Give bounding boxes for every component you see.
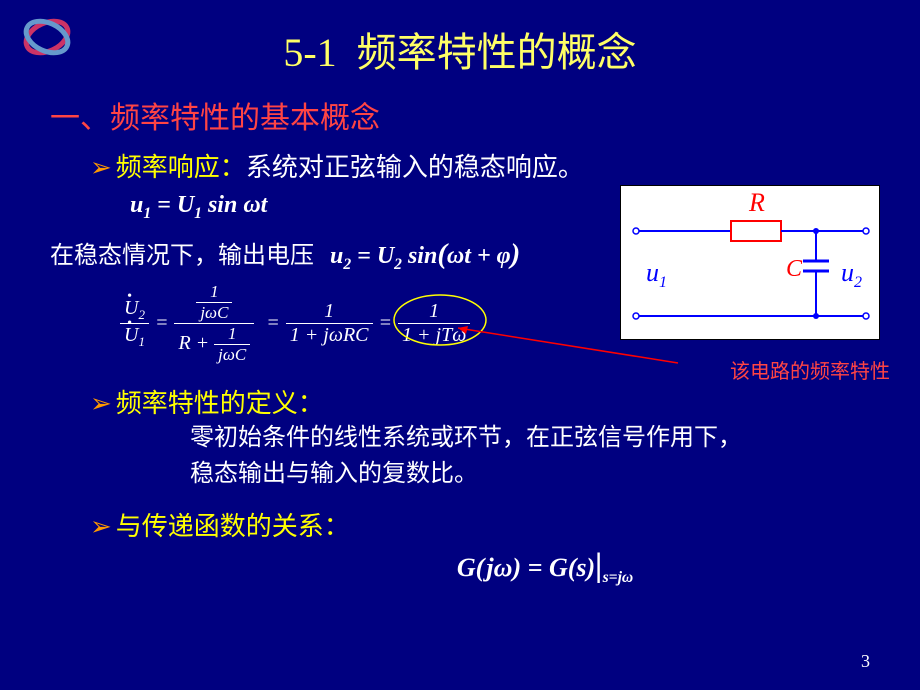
page-number: 3 (861, 651, 870, 672)
title-text: 频率特性的概念 (357, 30, 637, 75)
bullet-arrow-icon: ➢ (90, 153, 112, 182)
def-line1: 零初始条件的线性系统或环节，在正弦信号作用下， (190, 420, 880, 456)
u1-label: u1 (646, 258, 667, 291)
formula-transfer: G( jω) = G(s)|s=jω (210, 547, 880, 587)
circuit-diagram: R C u1 u2 (620, 185, 880, 340)
bullet-arrow-icon: ➢ (90, 389, 112, 418)
R-label: R (748, 188, 765, 217)
bullet1-desc: 系统对正弦输入的稳态响应。 (246, 153, 584, 182)
bullet-arrow-icon: ➢ (90, 512, 112, 541)
section-heading: 一、频率特性的基本概念 (50, 93, 880, 137)
bullet3-label: 与传递函数的关系： (116, 512, 350, 541)
annotation-arrow (458, 318, 718, 368)
section-prefix: 一、 (50, 102, 110, 135)
bullet-transfer: ➢与传递函数的关系： (90, 506, 880, 543)
formula-output: u2 = U2 sin(ωt + φ) (330, 243, 520, 269)
section-text: 频率特性的基本概念 (110, 102, 380, 135)
bullet-frequency-response: ➢频率响应：系统对正弦输入的稳态响应。 (90, 147, 880, 184)
bullet1-label: 频率响应： (116, 153, 246, 182)
C-label: C (786, 256, 803, 282)
steady-prefix: 在稳态情况下，输出电压 (50, 243, 314, 269)
logo (20, 10, 75, 65)
definition-text: 零初始条件的线性系统或环节，在正弦信号作用下， 稳态输出与输入的复数比。 (190, 420, 880, 492)
annotation-text: 该电路的频率特性 (730, 355, 890, 384)
slide-title: 5-1 频率特性的概念 (0, 0, 920, 78)
bullet2-label: 频率特性的定义： (116, 389, 324, 418)
title-number: 5-1 (283, 30, 336, 75)
bullet-definition: ➢频率特性的定义： (90, 383, 880, 420)
u2-label: u2 (841, 258, 862, 291)
def-line2: 稳态输出与输入的复数比。 (190, 456, 880, 492)
